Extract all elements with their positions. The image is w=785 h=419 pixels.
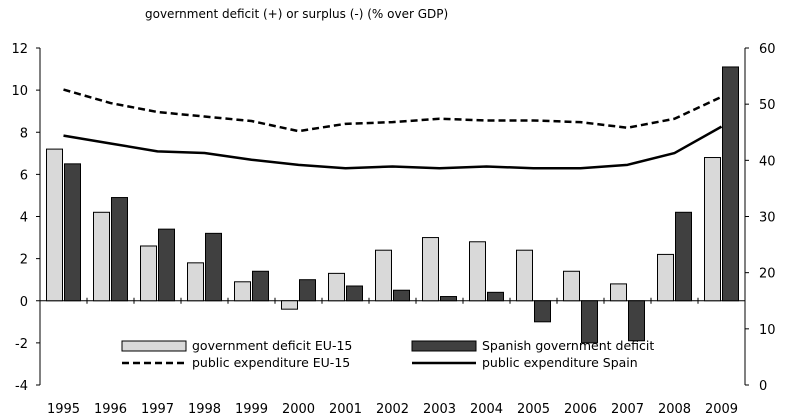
left-tick-label: -4 bbox=[15, 379, 28, 394]
legend-swatch bbox=[411, 340, 477, 352]
left-tick-label: 0 bbox=[20, 295, 28, 310]
x-tick-label: 1999 bbox=[235, 402, 268, 417]
bar bbox=[610, 283, 627, 302]
left-tick-label: 2 bbox=[20, 253, 28, 268]
left-tick-label: 10 bbox=[11, 84, 28, 99]
x-tick-label: 2002 bbox=[376, 402, 409, 417]
bar bbox=[205, 232, 222, 302]
x-tick-label: 2003 bbox=[423, 402, 456, 417]
bar bbox=[234, 281, 251, 302]
left-tick-label: 8 bbox=[20, 126, 28, 141]
bar bbox=[299, 279, 316, 302]
x-tick-label: 1997 bbox=[141, 402, 174, 417]
bar bbox=[704, 157, 721, 302]
x-tick-label: 1998 bbox=[188, 402, 221, 417]
x-tick-label: 2007 bbox=[611, 402, 644, 417]
right-tick-label: 20 bbox=[759, 267, 776, 282]
axes: -4 -2 0 2 4 6 8 10 12 0 10 20 30 40 50 60 1995 1996 1997 19… bbox=[11, 42, 775, 417]
left-tick-label: -2 bbox=[15, 337, 28, 352]
bar bbox=[534, 300, 551, 323]
chart-title: government deficit (+) or surplus (-) (%… bbox=[145, 7, 448, 21]
bar bbox=[328, 272, 345, 302]
bar bbox=[393, 289, 410, 302]
bar bbox=[581, 300, 598, 344]
right-tick-label: 10 bbox=[759, 323, 776, 338]
x-tick-label: 2009 bbox=[705, 402, 738, 417]
bar bbox=[563, 270, 580, 302]
legend-label: public expenditure Spain bbox=[482, 355, 638, 370]
legend-label: government deficit EU-15 bbox=[192, 338, 352, 353]
legend-label: public expenditure EU-15 bbox=[192, 355, 350, 370]
bars bbox=[46, 66, 739, 344]
right-tick-label: 60 bbox=[759, 42, 776, 57]
x-tick-label: 2005 bbox=[517, 402, 550, 417]
left-tick-label: 6 bbox=[20, 168, 28, 183]
bar bbox=[281, 300, 298, 310]
legend: government deficit EU-15 Spanish governme… bbox=[121, 338, 654, 370]
bar bbox=[140, 245, 157, 302]
bar bbox=[252, 270, 269, 302]
bar bbox=[375, 249, 392, 302]
right-tick-label: 30 bbox=[759, 211, 776, 226]
bar bbox=[469, 241, 486, 302]
bar bbox=[422, 237, 439, 302]
lines bbox=[63, 88, 723, 170]
right-tick-label: 40 bbox=[759, 154, 776, 169]
x-tick-label: 2000 bbox=[282, 402, 315, 417]
legend-swatch bbox=[121, 340, 187, 352]
x-tick-label: 2006 bbox=[564, 402, 597, 417]
x-tick-label: 2001 bbox=[329, 402, 362, 417]
right-tick-label: 0 bbox=[759, 379, 767, 394]
bar bbox=[657, 253, 674, 302]
bar bbox=[93, 211, 110, 302]
bar bbox=[64, 163, 81, 302]
bar bbox=[722, 66, 739, 302]
bar bbox=[46, 148, 63, 302]
x-tick-label: 1995 bbox=[47, 402, 80, 417]
x-tick-label: 2008 bbox=[658, 402, 691, 417]
x-tick-label: 2004 bbox=[470, 402, 503, 417]
bar bbox=[675, 211, 692, 302]
bar bbox=[628, 300, 645, 342]
bar bbox=[516, 249, 533, 302]
x-tick-label: 1996 bbox=[94, 402, 127, 417]
right-tick-label: 50 bbox=[759, 98, 776, 113]
bar bbox=[346, 285, 363, 302]
bar bbox=[487, 291, 504, 302]
series-line-solid bbox=[63, 125, 723, 170]
bar bbox=[440, 296, 457, 302]
legend-label: Spanish government deficit bbox=[482, 338, 654, 353]
left-tick-label: 12 bbox=[11, 42, 28, 57]
series-line-dashed bbox=[63, 88, 723, 133]
bar bbox=[111, 197, 128, 302]
bar bbox=[187, 262, 204, 302]
bar bbox=[158, 228, 175, 302]
left-tick-label: 4 bbox=[20, 211, 28, 226]
